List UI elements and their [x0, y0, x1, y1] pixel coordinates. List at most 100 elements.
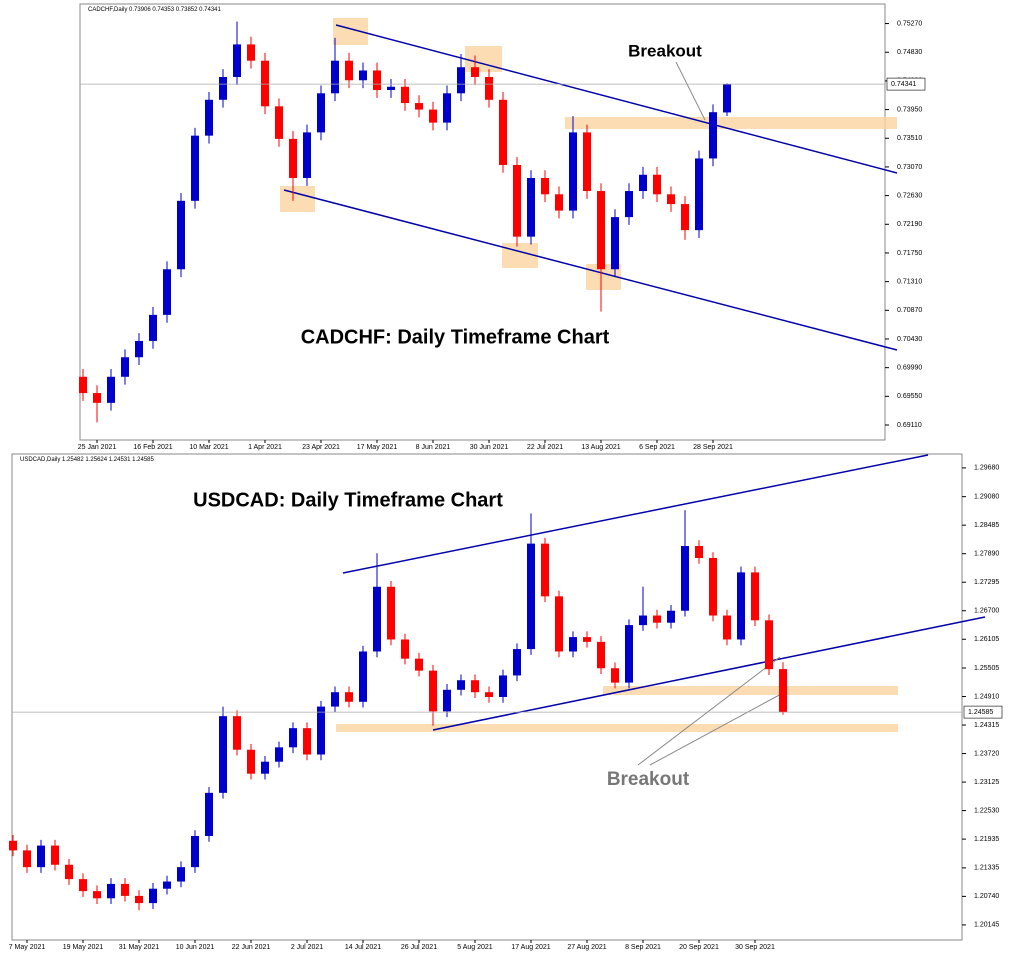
candle-body [191, 135, 199, 201]
candle-body [205, 99, 213, 136]
candle-body [695, 158, 703, 231]
candle-body [751, 572, 759, 621]
candle-body [527, 178, 535, 237]
candle-body [695, 546, 703, 559]
y-tick-label: 1.24910 [974, 693, 999, 700]
candle-body [79, 376, 87, 394]
channel-line [283, 189, 898, 351]
candle-body [541, 178, 549, 195]
x-tick-label: 14 Jul 2021 [345, 944, 381, 951]
x-tick-label: 10 Jun 2021 [176, 944, 215, 951]
header: CADCHF,Daily 0.73906 0.74353 0.73852 0.7… [88, 7, 221, 13]
x-tick-label: 2 Jul 2021 [291, 944, 323, 951]
y-tick-label: 1.26700 [974, 608, 999, 615]
candle-body [149, 888, 157, 904]
candle-body [289, 138, 297, 179]
x-tick-label: 13 Aug 2021 [581, 444, 620, 451]
candle-body [261, 761, 269, 774]
candle-body [163, 269, 171, 315]
candle-body [513, 649, 521, 676]
candle-body [177, 200, 185, 270]
last-price-box [963, 705, 1003, 719]
candle-body [401, 639, 409, 659]
candle-body [597, 191, 605, 270]
y-tick-label: 0.69550 [897, 393, 922, 400]
candle-body [135, 895, 143, 904]
x-tick-label: 27 Aug 2021 [567, 944, 606, 951]
last-price-label: 1.24585 [968, 709, 993, 716]
x-tick-label: 8 Jun 2021 [416, 444, 451, 451]
annotation-arrow [637, 656, 781, 766]
x-tick-label: 20 Sep 2021 [679, 944, 719, 951]
candle-body [499, 675, 507, 697]
x-tick-label: 7 May 2021 [9, 944, 46, 951]
y-tick-label: 0.73070 [897, 164, 922, 171]
candle-body [485, 692, 493, 697]
candle-body [737, 572, 745, 640]
candle-body [583, 132, 591, 192]
zone [336, 724, 898, 732]
zone [565, 117, 897, 129]
x-tick-label: 10 Mar 2021 [189, 444, 228, 451]
candle-body [345, 692, 353, 702]
channel-line [342, 454, 929, 574]
candle-body [667, 610, 675, 623]
y-tick-label: 1.23720 [974, 750, 999, 757]
y-tick-label: 0.72190 [897, 221, 922, 228]
candle-body [429, 670, 437, 712]
candle-body [443, 689, 451, 712]
y-tick-label: 0.71310 [897, 278, 922, 285]
candle-body [289, 728, 297, 748]
candle-body [513, 164, 521, 237]
candle-body [331, 692, 339, 707]
candle-body [555, 194, 563, 211]
candle-body [219, 716, 227, 793]
candle-body [359, 70, 367, 81]
x-tick-label: 19 May 2021 [63, 944, 104, 951]
x-tick-label: 22 Jul 2021 [527, 444, 563, 451]
y-tick-label: 1.26105 [974, 636, 999, 643]
candle-body [191, 835, 199, 868]
zone [603, 686, 898, 695]
candle-body [597, 641, 605, 669]
chart-title: USDCAD: Daily Timeframe Chart [193, 489, 503, 511]
candle-body [149, 314, 157, 341]
candle-body [667, 194, 675, 205]
y-tick-label: 1.27890 [974, 551, 999, 558]
candle-body [79, 879, 87, 892]
candle-body [317, 93, 325, 133]
candle-body [93, 393, 101, 403]
candle-body [373, 70, 381, 91]
x-tick-label: 25 Jan 2021 [78, 444, 117, 451]
channel-line [432, 616, 986, 731]
y-tick-label: 0.72630 [897, 192, 922, 199]
candle-body [219, 76, 227, 100]
candle-body [471, 680, 479, 693]
y-tick-label: 0.69110 [897, 422, 922, 429]
x-tick-label: 26 Jul 2021 [401, 944, 437, 951]
y-tick-label: 1.28485 [974, 522, 999, 529]
candle-body [723, 615, 731, 640]
annotation-arrow [675, 61, 706, 121]
candle-body [681, 546, 689, 611]
candle-body [107, 883, 115, 899]
y-tick-label: 1.29080 [974, 494, 999, 501]
x-tick-label: 5 Aug 2021 [457, 944, 493, 951]
x-tick-label: 22 Jun 2021 [232, 944, 271, 951]
x-tick-label: 31 May 2021 [119, 944, 160, 951]
y-tick-label: 0.74830 [897, 49, 922, 56]
y-tick-label: 0.73950 [897, 106, 922, 113]
candle-body [583, 637, 591, 642]
candle-body [275, 106, 283, 139]
x-tick-label: 1 Apr 2021 [248, 444, 282, 451]
x-tick-label: 6 Sep 2021 [639, 444, 675, 451]
candle-body [387, 86, 395, 91]
candle-body [415, 103, 423, 110]
y-tick-label: 1.23125 [974, 779, 999, 786]
candle-body [107, 376, 115, 403]
x-tick-label: 23 Apr 2021 [302, 444, 340, 451]
candle-body [653, 615, 661, 623]
y-tick-label: 1.22530 [974, 807, 999, 814]
candle-body [569, 637, 577, 652]
x-tick-label: 28 Sep 2021 [693, 444, 733, 451]
